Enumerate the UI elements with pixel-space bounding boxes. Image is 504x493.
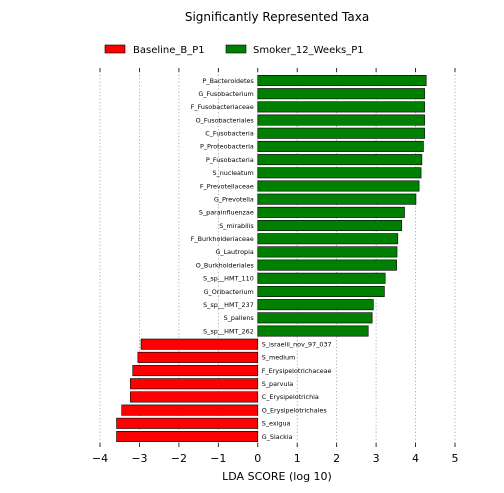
bar (257, 101, 425, 113)
bar-label: O_Fusobacteriales (196, 116, 255, 124)
bar-label: P_Fusobacteria (206, 156, 254, 164)
bar-label: S_pallens (224, 314, 255, 322)
x-tick-label: −1 (210, 452, 226, 465)
bar-label: C_Fusobacteria (205, 130, 254, 138)
bar-label: P_Proteobacteria (200, 143, 254, 151)
bar-label: F_Burkholderiaceae (191, 235, 254, 243)
bar (130, 391, 259, 403)
bar-label: S_sp__HMT_110 (203, 275, 254, 283)
bar (257, 299, 374, 311)
x-tick-label: 3 (373, 452, 380, 465)
bar-label: F_Prevotellaceae (200, 182, 254, 190)
bar (257, 272, 386, 284)
legend: Baseline_B_P1 Smoker_12_Weeks_P1 (104, 44, 364, 56)
bar-label: S_israelii_nov_97_037 (262, 341, 332, 349)
bar (116, 417, 259, 429)
x-tick-label: 4 (412, 452, 419, 465)
bar (130, 378, 259, 390)
legend-swatch-baseline (104, 44, 126, 54)
legend-label-smoker: Smoker_12_Weeks_P1 (253, 45, 364, 56)
legend-label-baseline: Baseline_B_P1 (133, 45, 205, 56)
bar-label: S_sp__HMT_262 (203, 327, 254, 335)
bar-label: G_Prevotella (214, 195, 254, 203)
bar (257, 154, 423, 166)
bar (257, 75, 427, 87)
bar-label: S_mirabilis (219, 222, 254, 230)
bar (132, 365, 259, 377)
bar (257, 233, 399, 245)
x-axis: −4 −3 −2 −1 0 1 2 3 4 5 (92, 68, 459, 465)
bar (257, 180, 420, 192)
bar-label: S_parvula (262, 380, 293, 388)
bar (257, 127, 425, 139)
x-tick-label: 1 (294, 452, 301, 465)
bar-label: G_Slackia (262, 433, 293, 441)
bar-label: S_parainfluenzae (199, 209, 254, 217)
bar (257, 193, 417, 205)
bar (121, 404, 259, 416)
bar-label: S_medium (262, 354, 296, 362)
bar (140, 338, 259, 350)
bar (257, 114, 425, 126)
bar-label: S_exigua (262, 420, 291, 428)
bar-label: G_Fusobacterium (198, 90, 253, 98)
bar-label: O_Burkholderiales (196, 261, 255, 269)
bar-label: P_Bacteroidetes (203, 77, 255, 85)
bar-label: S_nucleatum (212, 169, 253, 177)
bar (257, 206, 405, 218)
x-tick-label: −3 (131, 452, 147, 465)
bar (257, 140, 424, 152)
bar (116, 430, 259, 442)
bar-label: C_Erysipelotrichia (262, 393, 319, 401)
bar-label: O_Erysipelotrichales (262, 406, 328, 414)
bar (257, 259, 397, 271)
bar (257, 325, 369, 337)
legend-swatch-smoker (225, 44, 247, 54)
x-tick-label: 0 (254, 452, 261, 465)
chart-title: Significantly Represented Taxa (185, 10, 369, 24)
bars: P_Bacteroidetes G_Fusobacterium F_Fusobact… (116, 75, 427, 442)
x-tick-label: −2 (171, 452, 187, 465)
bar-label: F_Fusobacteriaceae (191, 103, 254, 111)
bar (257, 88, 425, 100)
bar-label: G_Lautropia (215, 248, 253, 256)
bar (137, 351, 259, 363)
bar (257, 312, 373, 324)
bar (257, 167, 422, 179)
bar-label: S_sp__HMT_237 (203, 301, 254, 309)
x-tick-label: 5 (452, 452, 459, 465)
bar-label: G_Oribacterium (204, 288, 254, 296)
bar-label: F_Erysipelotrichaceae (262, 367, 332, 375)
x-axis-label: LDA SCORE (log 10) (222, 470, 332, 483)
x-tick-label: −4 (92, 452, 108, 465)
bar (257, 220, 403, 232)
x-tick-label: 2 (333, 452, 340, 465)
bar (257, 285, 385, 297)
bar (257, 246, 398, 258)
